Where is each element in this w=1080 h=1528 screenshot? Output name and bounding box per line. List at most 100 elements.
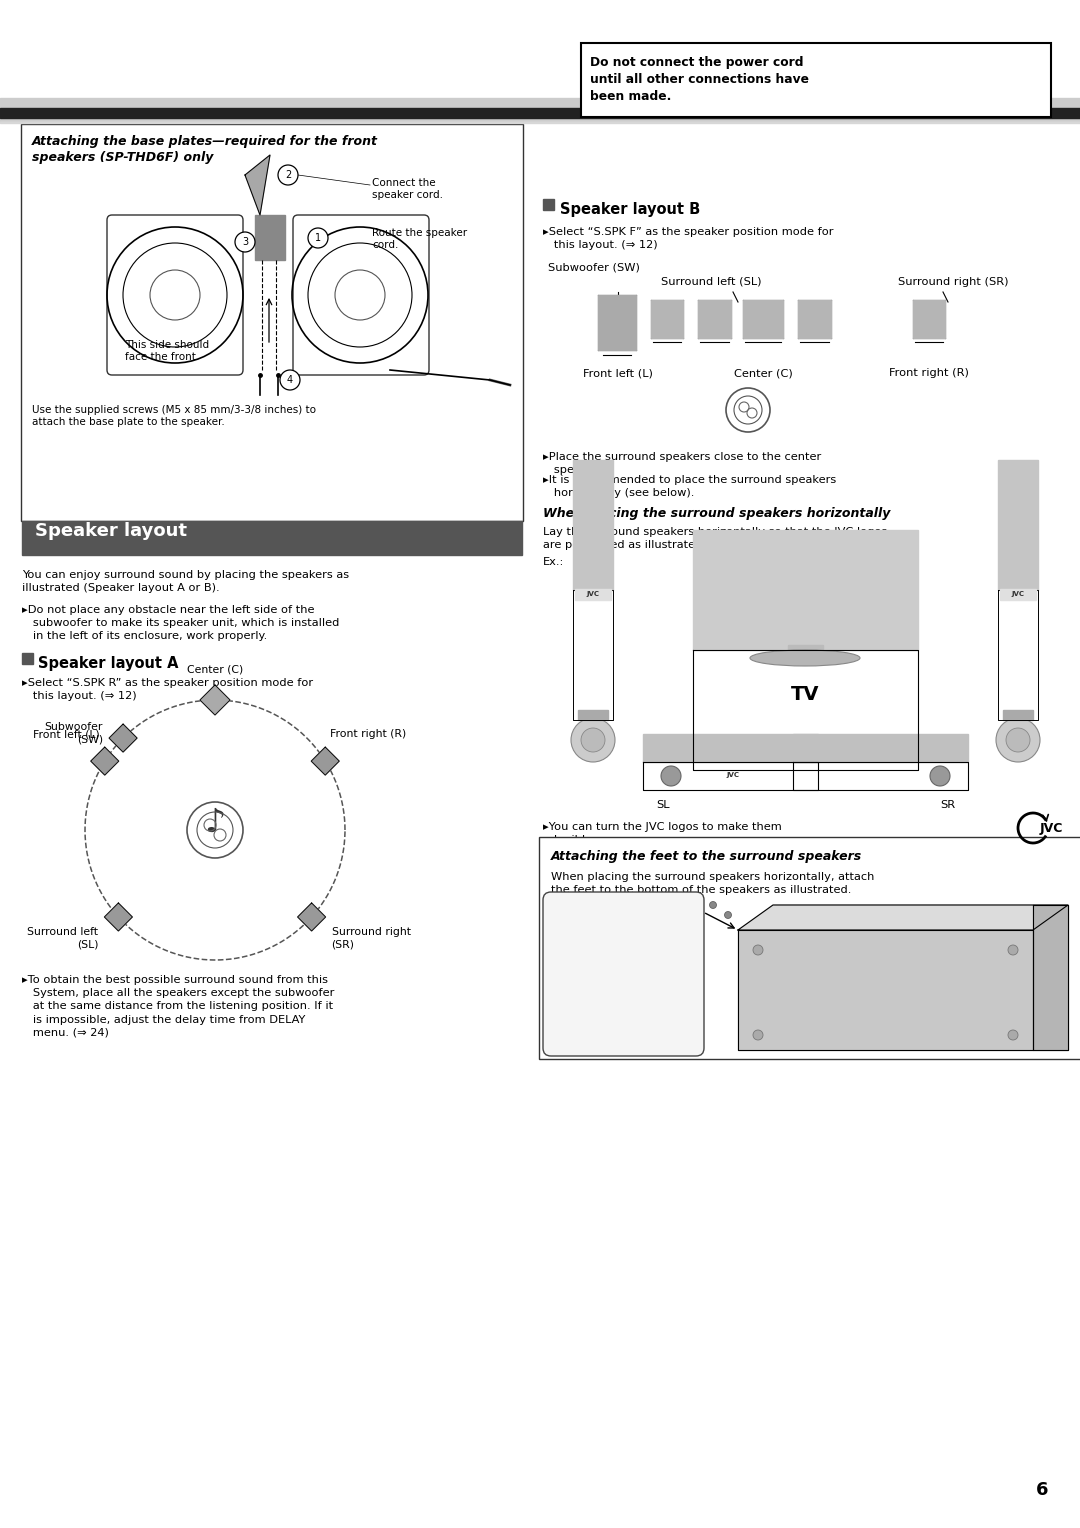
Bar	[998, 460, 1038, 590]
Text: Surround left
(SL): Surround left (SL)	[27, 927, 98, 949]
Polygon shape	[255, 215, 285, 260]
Text: 3: 3	[242, 237, 248, 248]
Text: Use the supplied screws (M5 x 85 mm/3-3/8 inches) to
attach the base plate to th: Use the supplied screws (M5 x 85 mm/3-3/…	[32, 405, 316, 428]
Polygon shape	[105, 903, 133, 931]
Bar	[793, 733, 968, 762]
Text: TV: TV	[791, 686, 820, 704]
Text: Lay the surround speakers horizontally so that the JVC logos
are positioned as i: Lay the surround speakers horizontally s…	[543, 527, 888, 550]
Bar	[798, 299, 831, 338]
Text: Peel off: Peel off	[593, 944, 636, 955]
Text: Front right (R): Front right (R)	[330, 729, 406, 740]
Bar	[1003, 711, 1032, 720]
Text: Attaching the feet to the surround speakers: Attaching the feet to the surround speak…	[551, 850, 862, 863]
Circle shape	[1005, 727, 1030, 752]
Circle shape	[1008, 1030, 1018, 1041]
Text: Attaching the base plates—required for the front
speakers (SP-THD6F) only: Attaching the base plates—required for t…	[32, 134, 378, 163]
Bar	[573, 460, 613, 590]
Polygon shape	[298, 903, 325, 931]
Bar	[913, 299, 945, 338]
Text: ▸Select “S.SPK F” as the speaker position mode for
   this layout. (⇒ 12): ▸Select “S.SPK F” as the speaker positio…	[543, 228, 834, 251]
FancyBboxPatch shape	[21, 124, 523, 521]
Text: Front left (L): Front left (L)	[583, 368, 653, 377]
Bar	[1000, 588, 1036, 601]
Bar	[0, 108, 1080, 118]
Ellipse shape	[750, 649, 860, 666]
Polygon shape	[738, 931, 1032, 1050]
Bar	[575, 588, 611, 601]
Polygon shape	[245, 154, 270, 215]
Text: 2: 2	[285, 170, 292, 180]
Text: ▸You can turn the JVC logos to make them
   legible.: ▸You can turn the JVC logos to make them…	[543, 822, 782, 845]
Text: Speaker layout B: Speaker layout B	[561, 202, 700, 217]
Text: Subwoofer (SW): Subwoofer (SW)	[548, 261, 639, 272]
Text: Ex.:: Ex.:	[543, 558, 565, 567]
Text: When placing the surround speakers horizontally: When placing the surround speakers horiz…	[543, 507, 890, 520]
Circle shape	[930, 766, 950, 785]
Text: R: R	[1013, 571, 1023, 585]
Bar	[22, 521, 522, 555]
Bar	[22, 652, 33, 665]
Circle shape	[753, 944, 762, 955]
Text: 1: 1	[315, 232, 321, 243]
Bar	[543, 199, 554, 209]
Text: You can enjoy surround sound by placing the speakers as
illustrated (Speaker lay: You can enjoy surround sound by placing …	[22, 570, 349, 593]
Polygon shape	[311, 747, 339, 775]
Circle shape	[235, 232, 255, 252]
Bar	[693, 530, 918, 649]
Text: JVC: JVC	[1012, 591, 1025, 597]
Bar	[578, 711, 608, 720]
Polygon shape	[1032, 905, 1068, 1050]
Text: Surround right
(SR): Surround right (SR)	[332, 927, 410, 949]
Bar	[743, 299, 783, 338]
Text: JVC: JVC	[586, 591, 599, 597]
Circle shape	[661, 766, 681, 785]
Circle shape	[710, 902, 716, 909]
Text: SL: SL	[657, 801, 670, 810]
Text: Speaker layout A: Speaker layout A	[38, 656, 178, 671]
Circle shape	[725, 912, 731, 918]
Text: Center (C): Center (C)	[187, 665, 243, 675]
Text: SR: SR	[941, 801, 956, 810]
Polygon shape	[109, 724, 137, 752]
Polygon shape	[91, 747, 119, 775]
Bar	[651, 299, 683, 338]
Text: Connect the
speaker cord.: Connect the speaker cord.	[372, 177, 443, 200]
Text: Surround right (SR): Surround right (SR)	[897, 277, 1009, 287]
Text: ▸To obtain the best possible surround sound from this
   System, place all the s: ▸To obtain the best possible surround so…	[22, 975, 335, 1038]
Polygon shape	[738, 905, 1068, 931]
Bar	[698, 299, 731, 338]
Text: Center (C): Center (C)	[733, 368, 793, 377]
Bar	[788, 645, 823, 660]
Text: 4: 4	[287, 374, 293, 385]
Bar	[643, 733, 818, 762]
Text: Front right (R): Front right (R)	[889, 368, 969, 377]
Bar	[598, 295, 636, 350]
Circle shape	[280, 370, 300, 390]
FancyBboxPatch shape	[539, 837, 1080, 1059]
Circle shape	[1008, 944, 1018, 955]
Text: This side should
face the front.: This side should face the front.	[125, 341, 210, 362]
Text: JVC: JVC	[1040, 822, 1064, 834]
Text: ▸It is recommended to place the surround speakers
   horizontally (see below).: ▸It is recommended to place the surround…	[543, 475, 836, 498]
Circle shape	[996, 718, 1040, 762]
Circle shape	[308, 228, 328, 248]
FancyBboxPatch shape	[543, 892, 704, 1056]
Text: Speaker layout: Speaker layout	[35, 523, 187, 539]
Text: ▸Select “S.SPK R” as the speaker position mode for
   this layout. (⇒ 12): ▸Select “S.SPK R” as the speaker positio…	[22, 678, 313, 701]
Polygon shape	[200, 685, 230, 715]
Text: Route the speaker
cord.: Route the speaker cord.	[372, 228, 468, 251]
Text: ▸Do not place any obstacle near the left side of the
   subwoofer to make its sp: ▸Do not place any obstacle near the left…	[22, 605, 339, 642]
Text: Subwoofer
(SW): Subwoofer (SW)	[44, 721, 103, 744]
Text: ▸Place the surround speakers close to the center
   speaker.: ▸Place the surround speakers close to th…	[543, 452, 821, 475]
Text: 6: 6	[1036, 1481, 1049, 1499]
Text: Do not connect the power cord
until all other connections have
been made.: Do not connect the power cord until all …	[590, 57, 809, 102]
Text: L: L	[589, 571, 597, 585]
FancyBboxPatch shape	[581, 43, 1051, 118]
Circle shape	[571, 718, 615, 762]
Text: Surround left (SL): Surround left (SL)	[661, 277, 761, 287]
Circle shape	[581, 727, 605, 752]
Circle shape	[278, 165, 298, 185]
Text: Front left (L): Front left (L)	[33, 729, 99, 740]
Bar	[0, 98, 1080, 108]
Text: JVC: JVC	[727, 772, 740, 778]
